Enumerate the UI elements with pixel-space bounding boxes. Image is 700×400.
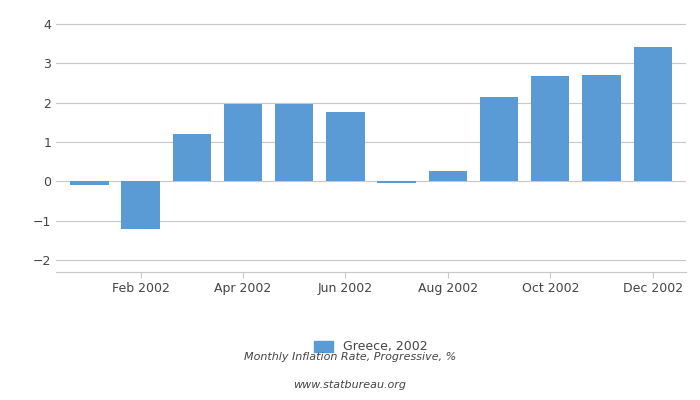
- Text: www.statbureau.org: www.statbureau.org: [293, 380, 407, 390]
- Bar: [582, 75, 621, 181]
- Bar: [428, 171, 467, 181]
- Bar: [121, 181, 160, 229]
- Bar: [531, 76, 570, 181]
- Bar: [172, 134, 211, 181]
- Bar: [634, 48, 672, 181]
- Bar: [326, 112, 365, 181]
- Bar: [70, 181, 108, 185]
- Bar: [377, 181, 416, 182]
- Text: Monthly Inflation Rate, Progressive, %: Monthly Inflation Rate, Progressive, %: [244, 352, 456, 362]
- Bar: [275, 104, 314, 181]
- Bar: [224, 104, 262, 181]
- Bar: [480, 98, 518, 181]
- Legend: Greece, 2002: Greece, 2002: [309, 336, 433, 358]
